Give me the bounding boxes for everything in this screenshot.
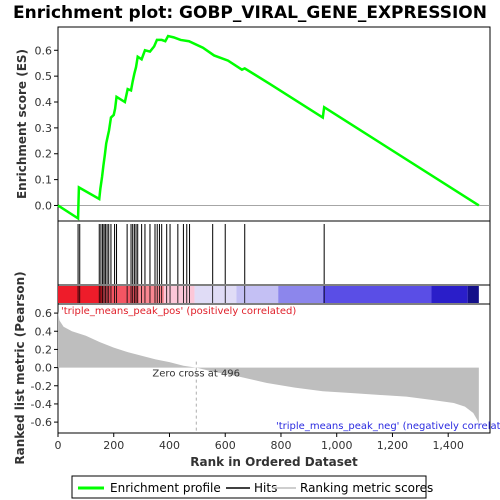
positive-correlation-label: 'triple_means_peak_pos' (positively corr… [61,306,296,317]
es-y-tick-label: 0.1 [35,174,53,187]
negative-correlation-label: 'triple_means_peak_neg' (negatively corr… [276,421,500,432]
es-y-axis-label: Enrichment score (ES) [15,49,29,199]
color-bar-segment [236,286,279,303]
x-axis: 0 200 400 600 800 1,000 1,200 1,400 [55,433,464,452]
es-panel-frame [57,26,491,222]
ranking-y-tick-label: -0.2 [31,380,52,393]
x-tick-label: 800 [270,439,291,452]
color-bar-segment [102,286,139,303]
hits-panel-frame [57,220,491,286]
x-tick-label: 200 [103,439,124,452]
ranking-metric-panel: -0.6 -0.4 -0.2 0.0 0.2 0.4 0.6 Zero cross at 4… [13,271,500,464]
color-bar-hit-ticks [77,286,325,303]
es-y-tick-label: 0.3 [35,122,53,135]
ranking-y-axis: -0.6 -0.4 -0.2 0.0 0.2 0.4 0.6 [31,307,58,429]
es-y-tick-label: 0.4 [35,96,53,109]
enrichment-profile-line [57,34,480,221]
legend-frame [71,475,427,499]
x-tick-label: 600 [215,439,236,452]
x-tick-label: 1,000 [321,439,353,452]
color-bar-segments [58,286,479,303]
es-panel: 0.0 0.1 0.2 0.3 0.4 0.5 0.6 Enrichment score (… [15,26,491,222]
ranking-y-tick-label: 0.4 [35,325,53,338]
x-tick-label: 1,200 [377,439,409,452]
color-bar-segment [58,286,103,303]
es-y-axis: 0.0 0.1 0.2 0.3 0.4 0.5 0.6 [35,44,58,212]
x-tick-label: 0 [55,439,62,452]
hits-group [77,224,325,284]
x-axis-label: Rank in Ordered Dataset [190,455,358,469]
ranked-list-color-bar [57,284,491,305]
ranking-y-tick-label: -0.6 [31,416,52,429]
x-tick-label: 1,400 [432,439,464,452]
chart-title: Enrichment plot: GOBP_VIRAL_GENE_EXPRESS… [13,3,487,23]
color-bar-segment [278,286,323,303]
color-bar-segment [467,286,479,303]
color-bar-segment [163,286,195,303]
ranking-y-tick-label: 0.0 [35,362,53,375]
ranking-y-tick-label: 0.6 [35,307,53,320]
es-y-tick-label: 0.5 [35,70,53,83]
x-tick-label: 400 [159,439,180,452]
es-y-tick-label: 0.2 [35,148,53,161]
legend-label-ranking-metric: Ranking metric scores [300,481,433,495]
ranking-y-tick-label: 0.2 [35,343,53,356]
hits-panel [57,220,491,286]
legend-label-enrichment-profile: Enrichment profile [110,481,221,495]
ranking-y-tick-label: -0.4 [31,398,52,411]
es-y-tick-label: 0.6 [35,44,53,57]
color-bar-segment [194,286,237,303]
legend-label-hits: Hits [254,481,277,495]
ranking-y-axis-label: Ranked list metric (Pearson) [13,271,27,464]
color-bar-segment [431,286,468,303]
zero-cross-label: Zero cross at 496 [152,369,240,380]
color-bar-segment [138,286,164,303]
color-bar-segment [322,286,432,303]
legend: Enrichment profile Hits Ranking metric s… [71,475,433,499]
es-y-tick-label: 0.0 [35,199,53,212]
ranking-metric-area [58,311,479,424]
